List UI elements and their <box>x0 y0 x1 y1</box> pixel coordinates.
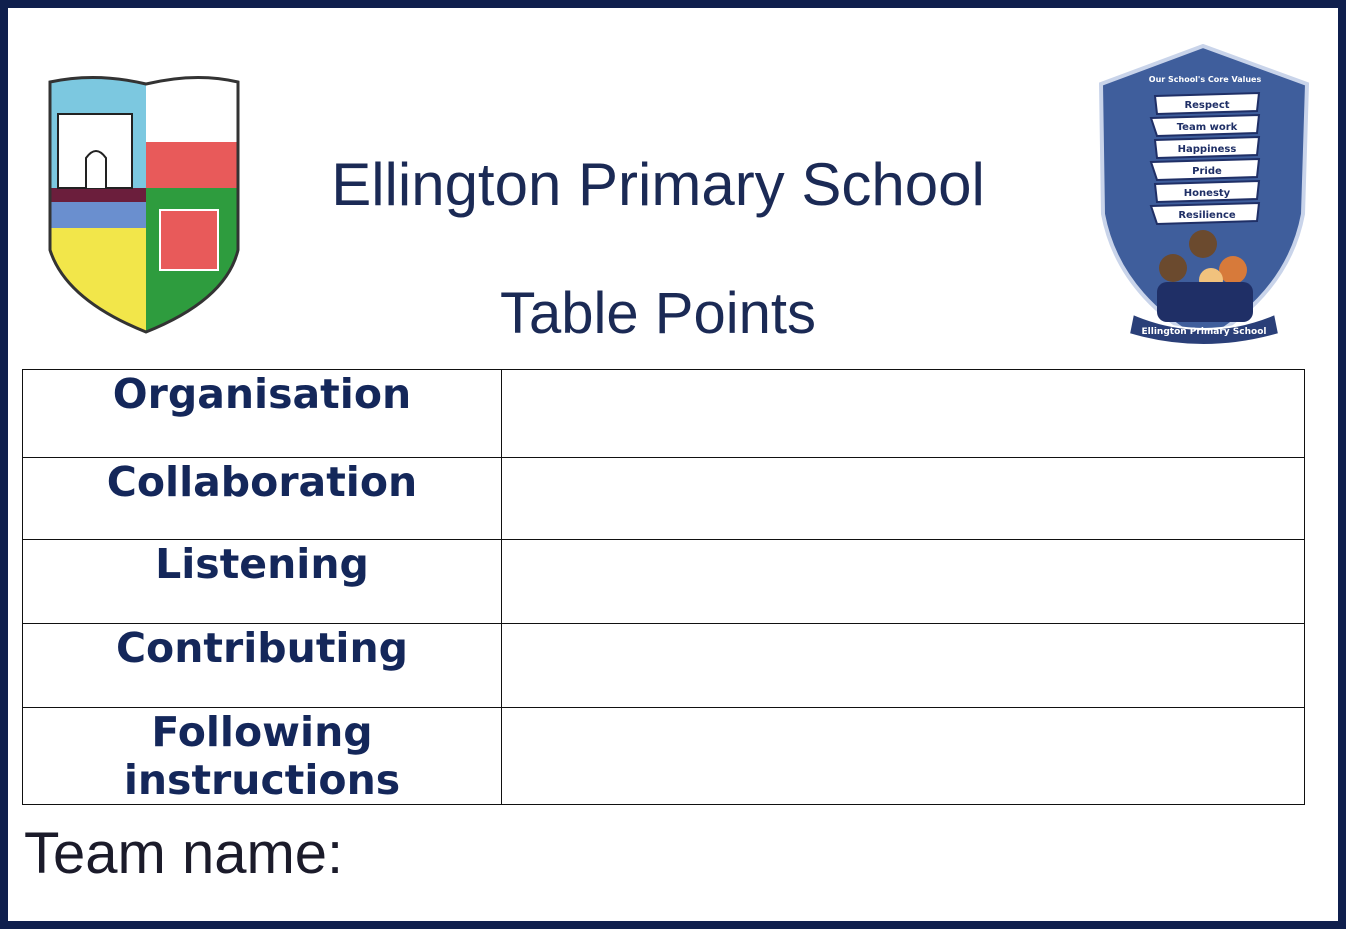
table-row: Following instructions <box>22 707 1305 805</box>
core-value: Team work <box>1177 122 1238 133</box>
core-value: Happiness <box>1178 144 1237 155</box>
ribbon <box>1153 179 1261 204</box>
row-value-cell <box>501 707 1305 805</box>
core-value: Resilience <box>1178 210 1236 221</box>
row-value-cell <box>501 623 1305 708</box>
ribbon <box>1153 135 1261 160</box>
ribbon <box>1149 113 1261 138</box>
row-label: Organisation <box>22 369 502 458</box>
crest-banner: Ellington Primary School <box>1142 327 1267 337</box>
table-row: Collaboration <box>22 457 1305 540</box>
title-text: Ellington Primary School <box>331 151 985 218</box>
subtitle: Table Points <box>8 280 1338 347</box>
table-row: Contributing <box>22 623 1305 708</box>
right-crest: Our School's Core Values Ellington Prima… <box>1098 44 1310 346</box>
row-value-cell <box>501 369 1305 458</box>
row-label: Collaboration <box>22 457 502 540</box>
row-value-cell <box>501 457 1305 540</box>
core-value: Honesty <box>1184 188 1231 199</box>
core-value: Respect <box>1184 100 1229 111</box>
ribbon <box>1149 201 1261 226</box>
row-label: Contributing <box>22 623 502 708</box>
table-row: Listening <box>22 539 1305 624</box>
table-row: Organisation <box>22 369 1305 458</box>
row-label: Listening <box>22 539 502 624</box>
left-crest <box>48 76 240 334</box>
ribbon <box>1153 91 1261 116</box>
title: Ellington Primary School <box>8 150 1338 219</box>
team-label: Team name: <box>24 821 344 886</box>
row-label: Following instructions <box>22 707 502 805</box>
points-table: Organisation Collaboration Listening Contri… <box>22 369 1305 805</box>
crest-heading: Our School's Core Values <box>1149 75 1262 84</box>
table-body: Organisation Collaboration Listening Contri… <box>22 369 1305 805</box>
subtitle-text: Table Points <box>500 281 816 346</box>
row-value-cell <box>501 539 1305 624</box>
ribbon <box>1149 157 1261 182</box>
core-value: Pride <box>1192 166 1222 177</box>
